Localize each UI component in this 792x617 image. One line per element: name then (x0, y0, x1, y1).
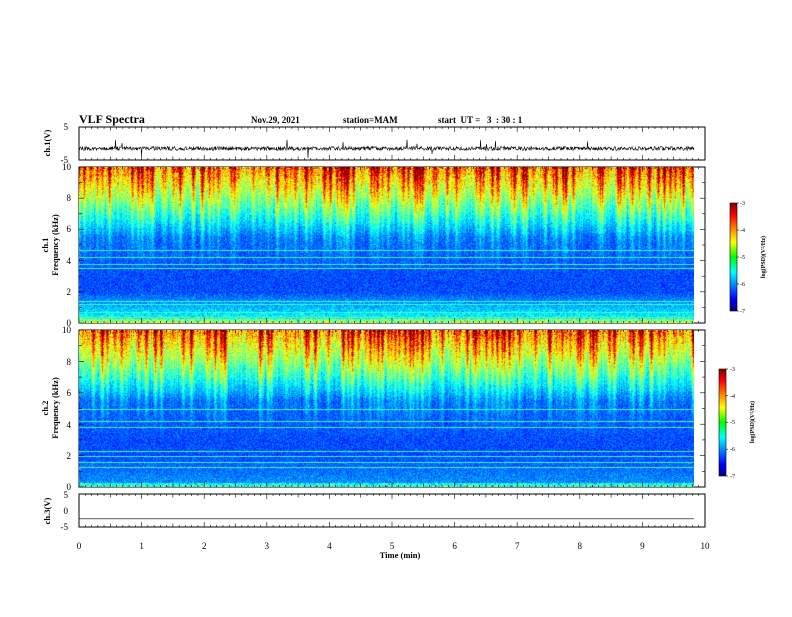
spec1-ytick-6: 6 (67, 224, 72, 234)
ch1-waveform-ylabel: ch.1(V) (42, 129, 52, 156)
date-label: Nov.29, 2021 (251, 115, 300, 125)
xtick-5: 5 (390, 541, 395, 551)
cb2-tick-minus4: -4 (730, 394, 735, 400)
xtick-4: 4 (327, 541, 332, 551)
xtick-7: 7 (515, 541, 520, 551)
spec2-ylabel-channel: ch.2 (40, 401, 50, 416)
colorbar-ch2-gradient (718, 368, 727, 477)
spec1-ylabel-frequency: Frequency (kHz) (50, 214, 60, 276)
spec1-ytick-2: 2 (67, 287, 72, 297)
spec1-ytick-4: 4 (67, 256, 72, 266)
ch1-spectrogram-image (79, 167, 694, 323)
ch1-waveform-trace (78, 139, 695, 159)
cb2-tick-minus7: -7 (730, 474, 735, 480)
spec2-ylabel-frequency: Frequency (kHz) (50, 377, 60, 439)
spec1-ytick-8: 8 (67, 193, 72, 203)
ch3-ytick-minus5: -5 (61, 522, 69, 532)
figure-title: VLF Spectra (79, 112, 145, 126)
spec2-ytick-4: 4 (67, 420, 72, 430)
ch1-waveform (78, 139, 695, 159)
colorbar-ch1: -3 -4 -5 -6 -7 log(PSD)(V²/Hz) (729, 201, 767, 315)
ch2-spectrogram-image (79, 330, 694, 487)
ch2-spectrogram (79, 330, 694, 487)
xtick-9: 9 (640, 541, 645, 551)
colorbar-ch2-label: log(PSD)(V²/Hz) (749, 401, 756, 443)
cb2-tick-minus5: -5 (730, 420, 735, 426)
colorbar-ch1-gradient (729, 202, 738, 312)
cb1-tick-minus7: -7 (740, 309, 745, 315)
spec2-ytick-6: 6 (67, 388, 72, 398)
ch3-ytick-5: 5 (64, 490, 69, 500)
xtick-1: 1 (139, 541, 144, 551)
ch1-ytick-minus5: -5 (61, 155, 69, 165)
spec2-ytick-8: 8 (67, 357, 72, 367)
cb1-tick-minus4: -4 (740, 228, 745, 234)
ch1-spectrogram (79, 167, 694, 323)
xtick-0: 0 (77, 541, 82, 551)
ch3-waveform-ylabel: ch.3(V) (42, 497, 52, 524)
xtick-8: 8 (578, 541, 583, 551)
spec2-ytick-2: 2 (67, 451, 72, 461)
colorbar-ch1-ticks (737, 202, 739, 312)
cb1-tick-minus6: -6 (740, 282, 745, 288)
spec1-ytick-0: 0 (67, 318, 72, 328)
cb1-tick-minus3: -3 (740, 201, 745, 207)
axis-ticks (78, 127, 706, 527)
xtick-10: 10 (701, 541, 711, 551)
cb2-tick-minus3: -3 (730, 367, 735, 373)
station-label: station=MAM (343, 115, 398, 125)
xtick-2: 2 (202, 541, 207, 551)
time-axis-label: Time (min) (380, 550, 421, 560)
spec2-ytick-10: 10 (62, 325, 72, 335)
ch3-ytick-0: 0 (64, 506, 69, 516)
xtick-3: 3 (265, 541, 270, 551)
colorbar-ch1-label: log(PSD)(V²/Hz) (760, 236, 767, 278)
spec2-ytick-0: 0 (67, 482, 72, 492)
cb1-tick-minus5: -5 (740, 255, 745, 261)
cb2-tick-minus6: -6 (730, 447, 735, 453)
time-axis-tick-labels: 0 1 2 3 4 5 6 7 8 9 10 (77, 541, 710, 551)
xtick-6: 6 (452, 541, 457, 551)
colorbar-ch2: -3 -4 -5 -6 -7 log(PSD)(V²/Hz) (718, 367, 756, 480)
spec1-ytick-10: 10 (62, 162, 72, 172)
colorbar-ch2-ticks (726, 368, 728, 477)
ch1-ytick-5: 5 (64, 122, 69, 132)
start-time-label: start UT = 3 : 30 : 1 (438, 115, 523, 125)
spec1-ylabel-channel: ch.1 (40, 238, 50, 253)
